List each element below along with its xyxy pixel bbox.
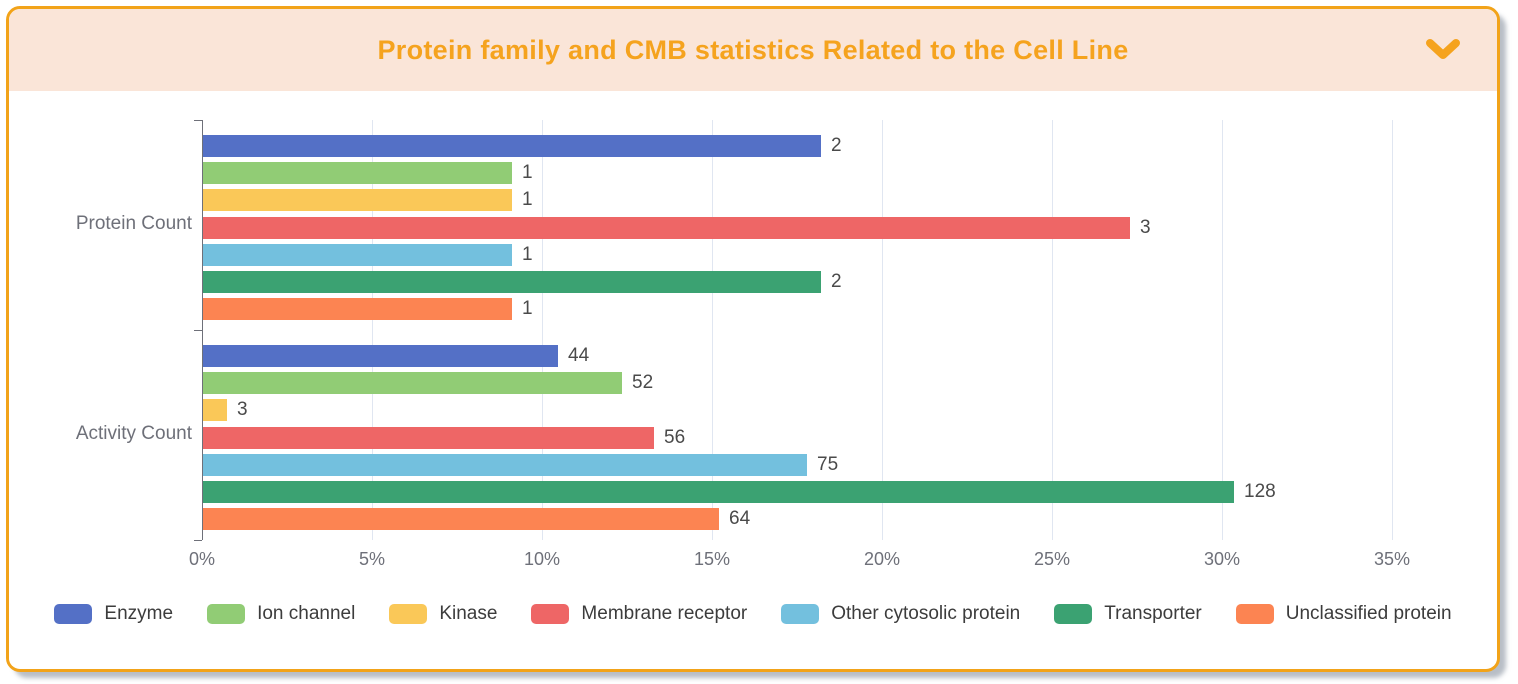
y-axis-label-activity-count: Activity Count xyxy=(75,423,192,444)
x-axis-tick-label: 0% xyxy=(188,549,216,569)
legend-label: Kinase xyxy=(439,603,498,624)
bar-enzyme-activity-count[interactable] xyxy=(203,345,558,367)
gridline xyxy=(542,120,543,540)
legend-item-enzyme[interactable]: Enzyme xyxy=(54,603,173,625)
panel-header[interactable]: Protein family and CMB statistics Relate… xyxy=(9,9,1497,91)
legend-swatch-enzyme xyxy=(54,604,93,624)
bar-value-label: 64 xyxy=(729,508,751,530)
legend-label: Other cytosolic protein xyxy=(831,603,1021,624)
bar-transporter-protein-count[interactable] xyxy=(203,271,821,293)
y-axis-line xyxy=(202,120,203,540)
legend-swatch-unclassified-protein xyxy=(1235,604,1274,624)
gridline xyxy=(712,120,713,540)
legend-swatch-ion-channel xyxy=(207,604,246,624)
chart-legend: Enzyme Ion channel Kinase Membrane receptor… xyxy=(9,603,1497,625)
gridline xyxy=(882,120,883,540)
x-axis-tick-label: 30% xyxy=(1203,549,1241,569)
legend-label: Transporter xyxy=(1104,603,1202,624)
legend-swatch-transporter xyxy=(1054,604,1093,624)
bar-chart: Enzyme Ion channel Kinase Membrane receptor… xyxy=(9,91,1497,666)
y-axis-label-protein-count: Protein Count xyxy=(75,213,192,234)
bar-kinase-activity-count[interactable] xyxy=(203,399,227,422)
legend-item-other-cytosolic-protein[interactable]: Other cytosolic protein xyxy=(781,603,1020,625)
legend-label: Enzyme xyxy=(104,603,174,624)
y-axis-tick xyxy=(194,120,202,121)
x-axis-tick-label: 20% xyxy=(863,549,901,569)
bar-value-label: 128 xyxy=(1244,481,1276,502)
bar-value-label: 1 xyxy=(522,243,533,265)
protein-family-panel: Protein family and CMB statistics Relate… xyxy=(6,6,1500,672)
bar-other-cytosolic-protein-activity-count[interactable] xyxy=(203,453,807,476)
x-axis-tick-label: 15% xyxy=(693,549,731,569)
chevron-down-icon[interactable] xyxy=(1425,38,1461,62)
bar-value-label: 2 xyxy=(831,135,842,156)
bar-unclassified-protein-protein-count[interactable] xyxy=(203,298,512,321)
x-axis-tick-label: 35% xyxy=(1373,549,1411,569)
bar-value-label: 1 xyxy=(522,189,533,211)
y-axis-tick xyxy=(194,330,202,331)
bar-membrane-receptor-protein-count[interactable] xyxy=(203,216,1130,239)
legend-swatch-kinase xyxy=(389,604,428,624)
legend-item-ion-channel[interactable]: Ion channel xyxy=(207,603,355,625)
legend-swatch-membrane-receptor xyxy=(531,604,570,624)
bar-ion-channel-protein-count[interactable] xyxy=(203,162,512,185)
bar-value-label: 1 xyxy=(522,162,533,184)
gridline xyxy=(1222,120,1223,540)
gridline xyxy=(372,120,373,540)
legend-label: Unclassified protein xyxy=(1285,603,1452,624)
legend-item-membrane-receptor[interactable]: Membrane receptor xyxy=(531,603,747,625)
bar-enzyme-protein-count[interactable] xyxy=(203,135,821,157)
bar-transporter-activity-count[interactable] xyxy=(203,481,1234,503)
bar-value-label: 3 xyxy=(1140,216,1151,238)
y-axis-tick xyxy=(194,540,202,541)
legend-swatch-other-cytosolic-protein xyxy=(781,604,820,624)
legend-item-unclassified-protein[interactable]: Unclassified protein xyxy=(1235,603,1452,625)
bar-value-label: 44 xyxy=(568,345,590,366)
bar-kinase-protein-count[interactable] xyxy=(203,189,512,212)
bar-other-cytosolic-protein-protein-count[interactable] xyxy=(203,243,512,266)
bar-value-label: 2 xyxy=(831,271,842,292)
panel-title: Protein family and CMB statistics Relate… xyxy=(377,34,1129,65)
legend-item-transporter[interactable]: Transporter xyxy=(1054,603,1202,625)
bar-value-label: 1 xyxy=(522,298,533,320)
x-axis-tick-label: 25% xyxy=(1033,549,1071,569)
legend-label: Ion channel xyxy=(257,603,356,624)
bar-value-label: 56 xyxy=(664,426,686,448)
legend-label: Membrane receptor xyxy=(581,603,748,624)
x-axis-tick-label: 10% xyxy=(523,549,561,569)
legend-item-kinase[interactable]: Kinase xyxy=(389,603,497,625)
bar-value-label: 3 xyxy=(237,399,248,421)
bar-membrane-receptor-activity-count[interactable] xyxy=(203,426,654,449)
gridline xyxy=(1052,120,1053,540)
gridline xyxy=(1392,120,1393,540)
bar-value-label: 52 xyxy=(632,372,654,394)
bar-ion-channel-activity-count[interactable] xyxy=(203,372,622,395)
x-axis-tick-label: 5% xyxy=(358,549,386,569)
bar-value-label: 75 xyxy=(817,453,839,475)
bar-unclassified-protein-activity-count[interactable] xyxy=(203,508,719,531)
